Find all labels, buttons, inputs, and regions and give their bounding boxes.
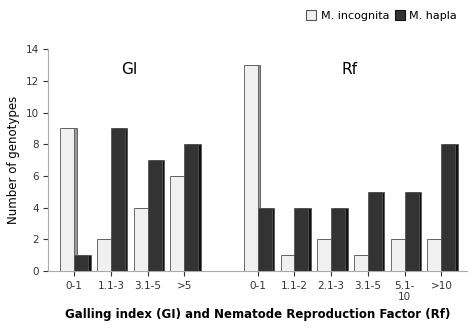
Legend: M. incognita, M. hapla: M. incognita, M. hapla xyxy=(302,6,462,25)
Bar xyxy=(184,144,198,271)
Bar xyxy=(147,160,162,271)
Bar xyxy=(405,192,419,271)
Bar xyxy=(63,129,77,271)
Bar xyxy=(134,208,147,271)
Bar xyxy=(354,255,368,271)
Bar xyxy=(407,192,421,271)
Bar xyxy=(113,129,128,271)
Bar xyxy=(136,208,150,271)
Bar xyxy=(441,144,456,271)
Text: GI: GI xyxy=(121,62,137,77)
Bar xyxy=(356,255,371,271)
Bar xyxy=(97,239,111,271)
Bar xyxy=(244,65,258,271)
Bar xyxy=(283,255,297,271)
Bar xyxy=(320,239,334,271)
Bar xyxy=(428,239,441,271)
Bar xyxy=(368,192,382,271)
Bar xyxy=(317,239,331,271)
Bar xyxy=(334,208,348,271)
Bar xyxy=(100,239,113,271)
Bar xyxy=(150,160,164,271)
Bar xyxy=(294,208,309,271)
Bar xyxy=(391,239,405,271)
Bar xyxy=(173,176,187,271)
Bar xyxy=(281,255,294,271)
Bar xyxy=(297,208,311,271)
Bar xyxy=(371,192,384,271)
Bar xyxy=(430,239,444,271)
Bar xyxy=(111,129,125,271)
Bar xyxy=(260,208,274,271)
Bar xyxy=(77,255,91,271)
Text: Rf: Rf xyxy=(342,62,357,77)
Bar xyxy=(246,65,260,271)
Bar xyxy=(393,239,407,271)
Y-axis label: Number of genotypes: Number of genotypes xyxy=(7,96,20,224)
X-axis label: Galling index (GI) and Nematode Reproduction Factor (Rf): Galling index (GI) and Nematode Reproduc… xyxy=(65,308,450,321)
Bar xyxy=(170,176,184,271)
Bar xyxy=(60,129,74,271)
Bar xyxy=(331,208,345,271)
Bar xyxy=(74,255,88,271)
Bar xyxy=(187,144,201,271)
Bar xyxy=(258,208,272,271)
Bar xyxy=(444,144,458,271)
